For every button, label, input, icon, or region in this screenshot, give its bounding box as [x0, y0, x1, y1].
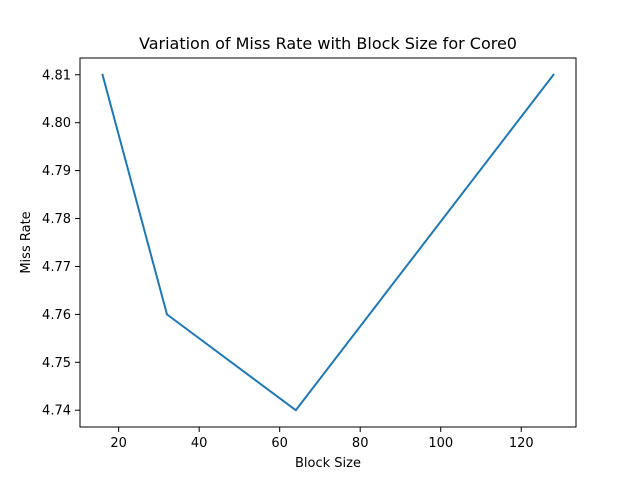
y-tick-label: 4.74	[42, 404, 71, 419]
y-tick-label: 4.76	[42, 308, 71, 323]
series-layer	[101, 73, 555, 412]
chart-title: Variation of Miss Rate with Block Size f…	[139, 34, 517, 53]
y-axis-label: Miss Rate	[19, 211, 34, 273]
x-tick-label: 40	[191, 436, 208, 451]
y-tick-label: 4.75	[42, 356, 71, 371]
plot-background	[80, 58, 576, 427]
plot-frame	[79, 57, 577, 428]
y-tick-label: 4.80	[42, 116, 71, 131]
y-tick-label: 4.77	[42, 260, 71, 275]
x-tick-label: 20	[110, 436, 127, 451]
ticks-layer: 20 40 60 80 100 120 4.74 4.75 4.76 4.77 4.78 4.79 4.…	[42, 68, 534, 451]
series-line	[101, 73, 555, 412]
y-tick-label: 4.79	[42, 164, 71, 179]
y-tick-label: 4.78	[42, 212, 71, 227]
x-tick-label: 100	[428, 436, 453, 451]
x-tick-label: 120	[509, 436, 534, 451]
x-tick-label: 60	[271, 436, 288, 451]
x-axis-label: Block Size	[295, 456, 361, 471]
y-tick-label: 4.81	[42, 68, 71, 83]
x-tick-label: 80	[352, 436, 369, 451]
